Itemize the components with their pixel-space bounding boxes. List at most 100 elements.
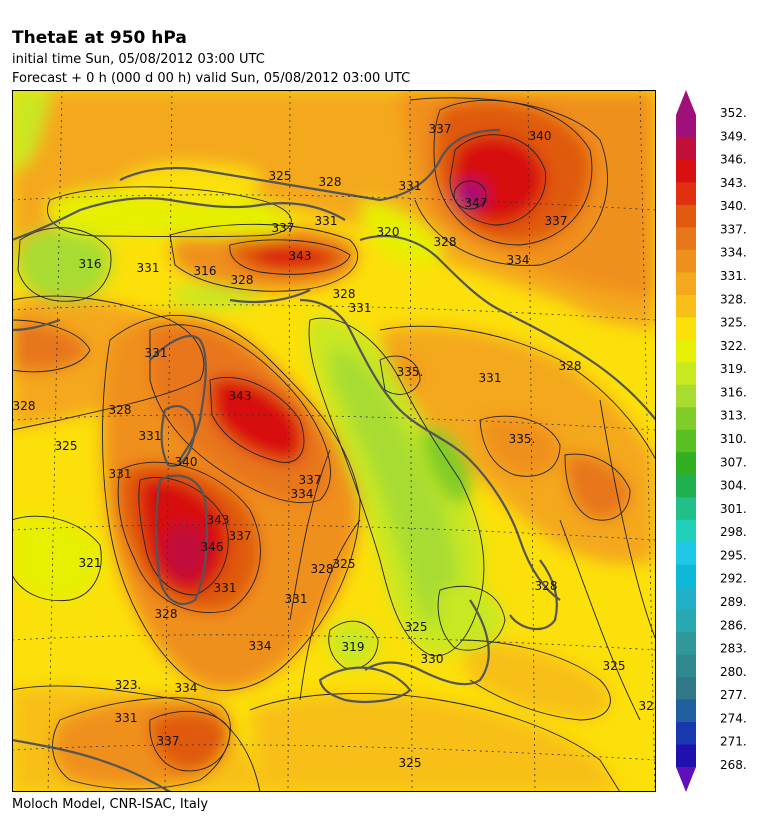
colorbar-tick-label: 283. xyxy=(720,642,747,656)
contour-value-label: 328 xyxy=(333,287,356,301)
contour-value-label: 334 xyxy=(175,681,198,695)
colorbar-tick-label: 349. xyxy=(720,129,747,143)
contour-value-label: 346 xyxy=(201,540,224,554)
contour-value-label: 334 xyxy=(291,487,314,501)
colorbar-swatch xyxy=(676,519,696,543)
colorbar-tick-label: 331. xyxy=(720,269,747,283)
colorbar-swatch xyxy=(676,317,696,341)
colorbar-swatch xyxy=(676,677,696,701)
colorbar-swatch xyxy=(676,294,696,318)
colorbar-tick-label: 319. xyxy=(720,362,747,376)
colorbar-swatch xyxy=(676,744,696,768)
colorbar-tick-label: 346. xyxy=(720,153,747,167)
colorbar-swatch xyxy=(676,429,696,453)
contour-value-label: 331 xyxy=(145,346,168,360)
contour-value-label: 335. xyxy=(509,432,536,446)
contour-value-label: 328 xyxy=(639,699,656,713)
contour-value-label: 325 xyxy=(399,756,422,770)
contour-value-label: 316 xyxy=(79,257,102,271)
chart-title: ThetaE at 950 hPa xyxy=(12,28,187,48)
contour-value-label: 328 xyxy=(13,399,36,413)
colorbar-swatch xyxy=(676,159,696,183)
contour-value-label: 334 xyxy=(249,639,272,653)
colorbar-swatch xyxy=(676,542,696,566)
contour-value-label: 328 xyxy=(109,403,132,417)
contour-value-label: 325 xyxy=(55,439,78,453)
contour-value-label: 334 xyxy=(507,253,530,267)
colorbar-swatches xyxy=(676,115,696,768)
contour-value-label: 337 xyxy=(545,214,568,228)
colorbar-tick-label: 316. xyxy=(720,385,747,399)
colorbar-tick-label: 340. xyxy=(720,199,747,213)
colorbar-swatch xyxy=(676,474,696,498)
colorbar-bottom-arrow xyxy=(676,767,696,792)
contour-value-label: 331 xyxy=(479,371,502,385)
colorbar-swatch xyxy=(676,339,696,363)
colorbar-tick-label: 352. xyxy=(720,106,747,120)
colorbar-tick-label: 310. xyxy=(720,432,747,446)
contour-value-label: 316 xyxy=(194,264,217,278)
colorbar-tick-label: 271. xyxy=(720,735,747,749)
contour-value-label: 328 xyxy=(155,607,178,621)
contour-value-label: 343 xyxy=(289,249,312,263)
contour-lines xyxy=(12,97,656,792)
colorbar-swatch xyxy=(676,137,696,161)
colorbar-tick-label: 337. xyxy=(720,222,747,236)
contour-value-label: 328 xyxy=(535,579,558,593)
colorbar-svg: 352. 349. 346. 343. 340. 337. 334. 331. 328. 325.… xyxy=(676,90,747,792)
colorbar-swatch xyxy=(676,722,696,746)
initial-time-label: initial time Sun, 05/08/2012 03:00 UTC xyxy=(12,52,265,67)
colorbar-swatch xyxy=(676,204,696,228)
contour-value-label: 337 xyxy=(429,122,452,136)
colorbar-swatch xyxy=(676,564,696,588)
contour-value-label: 337 xyxy=(272,221,295,235)
contour-value-label: 331 xyxy=(349,301,372,315)
contour-value-label: 337 xyxy=(229,529,252,543)
model-credit: Moloch Model, CNR-ISAC, Italy xyxy=(12,797,209,812)
colorbar-tick-label: 343. xyxy=(720,176,747,190)
map-frame xyxy=(12,90,656,792)
contour-value-label: 321 xyxy=(79,556,102,570)
contour-value-label: 325 xyxy=(269,169,292,183)
colorbar-swatch xyxy=(676,654,696,678)
contour-value-label: 343 xyxy=(207,513,230,527)
colorbar-tick-label: 334. xyxy=(720,246,747,260)
colorbar-tick-label: 268. xyxy=(720,758,747,772)
colorbar-swatch xyxy=(676,699,696,723)
colorbar-swatch xyxy=(676,227,696,251)
colorbar-tick-label: 292. xyxy=(720,572,747,586)
contour-value-label: 335. xyxy=(397,365,424,379)
contour-value-label: 347 xyxy=(465,196,488,210)
colorbar-swatch xyxy=(676,452,696,476)
colorbar-tick-label: 298. xyxy=(720,525,747,539)
contour-value-label: 328 xyxy=(434,235,457,249)
contour-value-label: 331 xyxy=(399,179,422,193)
contour-value-label: 328 xyxy=(319,175,342,189)
colorbar-tick-label: 304. xyxy=(720,479,747,493)
contour-value-label: 323. xyxy=(115,678,142,692)
contour-value-label: 331 xyxy=(285,592,308,606)
contour-value-label: 330 xyxy=(421,652,444,666)
contour-value-label: 331 xyxy=(214,581,237,595)
colorbar-tick-label: 328. xyxy=(720,292,747,306)
contour-value-label: 325 xyxy=(405,620,428,634)
contour-value-label: 325 xyxy=(333,557,356,571)
colorbar-tick-label: 280. xyxy=(720,665,747,679)
colorbar-tick-label: 289. xyxy=(720,595,747,609)
colorbar-swatch xyxy=(676,609,696,633)
contour-value-label: 331 xyxy=(115,711,138,725)
contour-value-label: 337 xyxy=(157,734,180,748)
contour-value-label: 340 xyxy=(529,129,552,143)
colorbar-tick-label: 274. xyxy=(720,711,747,725)
colorbar-tick-label: 322. xyxy=(720,339,747,353)
contour-value-label: 320 xyxy=(377,225,400,239)
colorbar-swatch xyxy=(676,249,696,273)
contour-value-label: 331 xyxy=(137,261,160,275)
contour-value-label: 331 xyxy=(139,429,162,443)
forecast-valid-label: Forecast + 0 h (000 d 00 h) valid Sun, 0… xyxy=(12,71,411,86)
colorbar-swatch xyxy=(676,115,696,138)
colorbar-swatch xyxy=(676,632,696,656)
contour-value-label: 325 xyxy=(603,659,626,673)
colorbar-tick-label: 313. xyxy=(720,409,747,423)
